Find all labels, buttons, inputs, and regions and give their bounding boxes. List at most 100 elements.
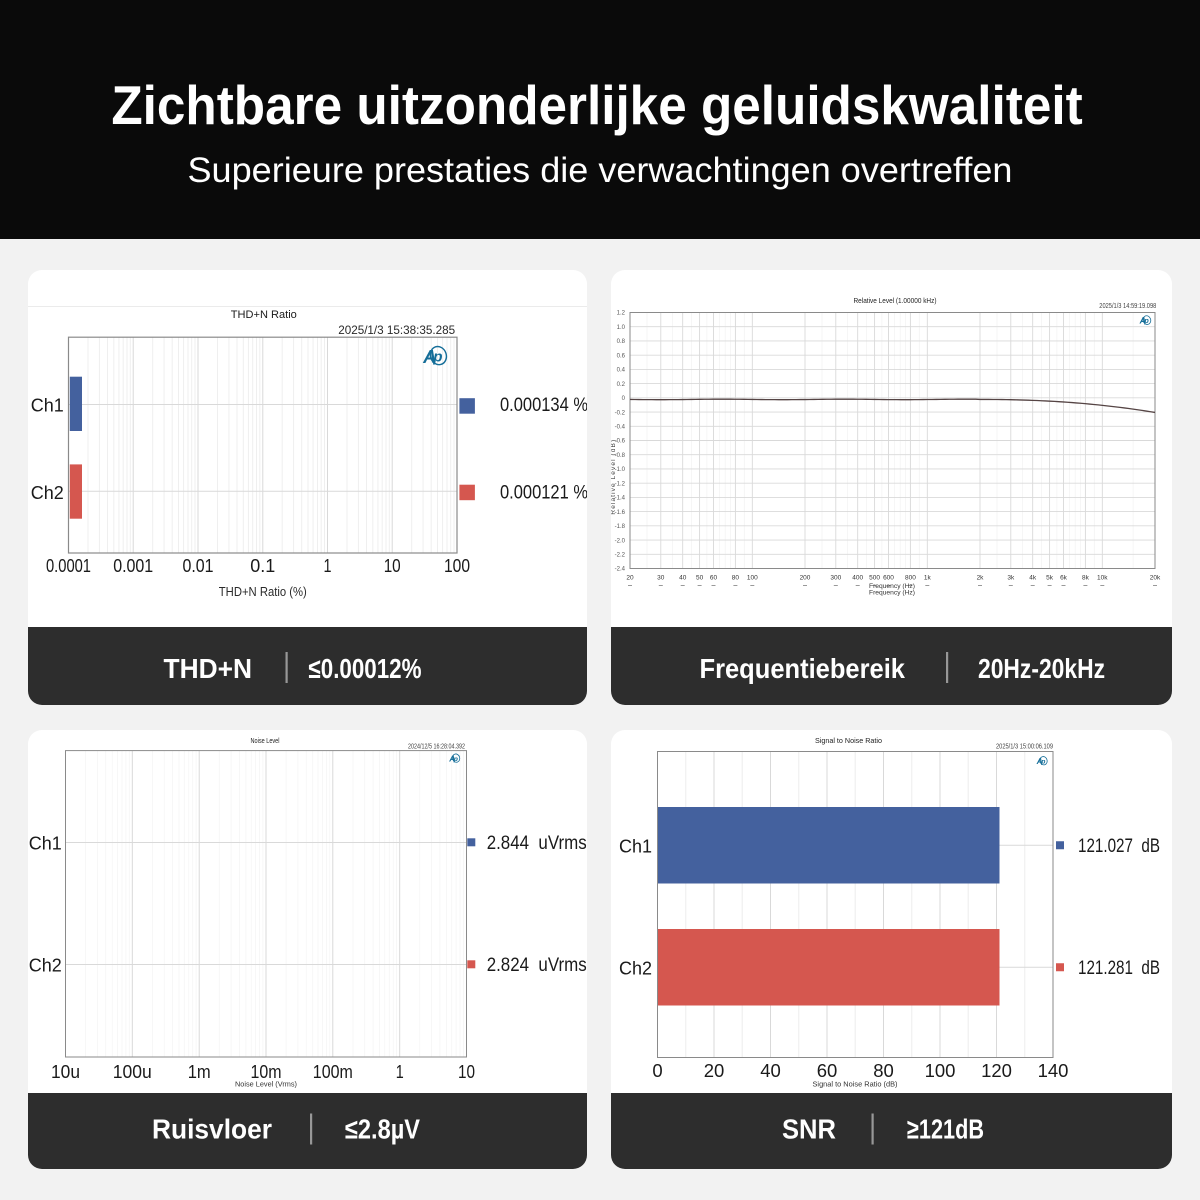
svg-text:Ch2: Ch2 [29, 956, 62, 976]
svg-text:p: p [453, 756, 458, 763]
svg-text:Ch2: Ch2 [31, 483, 64, 503]
svg-text:-1.2: -1.2 [615, 481, 626, 487]
svg-text:1.0: 1.0 [617, 325, 626, 331]
svg-text:2024/12/5 16:28:04.392: 2024/12/5 16:28:04.392 [408, 744, 465, 751]
svg-text:10: 10 [458, 1061, 475, 1082]
svg-text:0.2: 0.2 [617, 382, 626, 388]
svg-text:1.2: 1.2 [617, 311, 626, 317]
svg-text:100: 100 [925, 1060, 956, 1081]
svg-text:Ch1: Ch1 [29, 834, 62, 854]
svg-text:100: 100 [747, 575, 758, 582]
svg-text:p: p [1143, 316, 1149, 325]
svg-text:THD+N Ratio (%): THD+N Ratio (%) [219, 584, 307, 599]
svg-text:10u: 10u [51, 1061, 80, 1082]
svg-text:2025/1/3 15:38:35.285: 2025/1/3 15:38:35.285 [338, 323, 455, 337]
svg-text:-1.0: -1.0 [615, 467, 626, 473]
svg-text:≤0.00012%: ≤0.00012% [309, 653, 422, 684]
svg-text:8k: 8k [1082, 575, 1090, 582]
svg-text:-0.6: -0.6 [615, 439, 626, 445]
svg-text:A: A [448, 754, 455, 764]
svg-text:Relative Level (dB): Relative Level (dB) [611, 439, 617, 515]
svg-text:4k: 4k [1029, 575, 1037, 582]
svg-text:Signal to Noise Ratio (dB): Signal to Noise Ratio (dB) [813, 1082, 898, 1089]
svg-text:200: 200 [800, 575, 811, 582]
svg-text:2025/1/3 14:59:19.098: 2025/1/3 14:59:19.098 [1099, 303, 1156, 310]
svg-text:Frequentiebereik: Frequentiebereik [700, 653, 906, 684]
svg-text:300: 300 [830, 575, 841, 582]
svg-text:10k: 10k [1097, 575, 1108, 582]
svg-text:THD+N Ratio: THD+N Ratio [231, 309, 297, 321]
svg-text:2025/1/3 15:00:06.109: 2025/1/3 15:00:06.109 [996, 744, 1053, 751]
svg-text:THD+N: THD+N [164, 653, 253, 684]
svg-text:SNR: SNR [782, 1114, 836, 1145]
svg-text:p: p [432, 349, 442, 366]
svg-text:140: 140 [1038, 1060, 1069, 1081]
svg-text:0.6: 0.6 [617, 353, 626, 359]
svg-text:10m: 10m [251, 1061, 282, 1082]
svg-text:80: 80 [873, 1060, 894, 1081]
svg-text:Frequency (Hz): Frequency (Hz) [869, 590, 915, 597]
svg-text:0.4: 0.4 [617, 368, 626, 374]
svg-text:600: 600 [883, 575, 894, 582]
svg-text:0.000121 %: 0.000121 % [500, 483, 587, 504]
svg-text:2k: 2k [977, 575, 985, 582]
svg-text:2.824 uVrms: 2.824 uVrms [487, 955, 587, 976]
svg-text:0.000134 %: 0.000134 % [500, 395, 587, 416]
svg-text:-2.0: -2.0 [615, 538, 626, 544]
svg-text:1: 1 [324, 556, 332, 576]
svg-text:30: 30 [657, 575, 665, 582]
svg-text:A: A [1139, 316, 1146, 326]
svg-text:500: 500 [869, 575, 880, 582]
svg-text:0.1: 0.1 [250, 556, 275, 576]
svg-text:100u: 100u [113, 1061, 152, 1082]
svg-text:A: A [1036, 756, 1043, 766]
svg-text:10: 10 [384, 556, 401, 576]
svg-text:-2.2: -2.2 [615, 552, 626, 558]
svg-text:121.281 dB: 121.281 dB [1078, 958, 1160, 979]
svg-text:Signal to Noise Ratio: Signal to Noise Ratio [815, 736, 882, 745]
svg-text:20: 20 [626, 575, 634, 582]
svg-text:p: p [1040, 759, 1045, 766]
svg-text:0.0001: 0.0001 [46, 556, 91, 576]
svg-text:-0.4: -0.4 [615, 424, 626, 430]
svg-text:50: 50 [696, 575, 704, 582]
svg-text:20: 20 [704, 1060, 725, 1081]
svg-text:0: 0 [652, 1060, 662, 1081]
svg-text:100: 100 [444, 556, 470, 576]
svg-text:Frequency (Hz): Frequency (Hz) [869, 583, 915, 590]
svg-text:2.844 uVrms: 2.844 uVrms [487, 833, 587, 854]
svg-text:1k: 1k [924, 575, 932, 582]
svg-text:≤2.8µV: ≤2.8µV [345, 1114, 420, 1145]
svg-text:100m: 100m [313, 1061, 353, 1082]
svg-text:1: 1 [396, 1061, 404, 1082]
svg-text:1m: 1m [188, 1061, 211, 1082]
svg-text:-0.8: -0.8 [615, 453, 626, 459]
svg-text:Ruisvloer: Ruisvloer [152, 1114, 272, 1145]
svg-text:6k: 6k [1060, 575, 1068, 582]
svg-text:60: 60 [710, 575, 718, 582]
svg-text:Ch2: Ch2 [619, 958, 652, 978]
svg-text:Ch1: Ch1 [619, 836, 652, 856]
svg-text:20k: 20k [1150, 575, 1161, 582]
svg-text:-2.4: -2.4 [615, 567, 626, 573]
svg-text:-1.8: -1.8 [615, 524, 626, 530]
svg-text:800: 800 [905, 575, 916, 582]
svg-text:121.027 dB: 121.027 dB [1078, 836, 1160, 857]
svg-text:-1.4: -1.4 [615, 496, 626, 502]
svg-text:80: 80 [732, 575, 740, 582]
svg-text:120: 120 [981, 1060, 1012, 1081]
svg-text:Noise Level (Vrms): Noise Level (Vrms) [235, 1082, 297, 1089]
svg-text:60: 60 [817, 1060, 838, 1081]
svg-text:Noise Level: Noise Level [251, 738, 280, 745]
svg-text:0.8: 0.8 [617, 339, 626, 345]
svg-text:0.001: 0.001 [113, 556, 153, 576]
svg-text:0: 0 [622, 396, 626, 402]
svg-text:400: 400 [852, 575, 863, 582]
svg-text:3k: 3k [1007, 575, 1015, 582]
svg-text:20Hz-20kHz: 20Hz-20kHz [978, 653, 1105, 684]
svg-text:5k: 5k [1046, 575, 1054, 582]
svg-text:40: 40 [760, 1060, 781, 1081]
svg-text:-0.2: -0.2 [615, 410, 626, 416]
svg-text:-1.6: -1.6 [615, 510, 626, 516]
svg-text:0.01: 0.01 [183, 556, 214, 576]
